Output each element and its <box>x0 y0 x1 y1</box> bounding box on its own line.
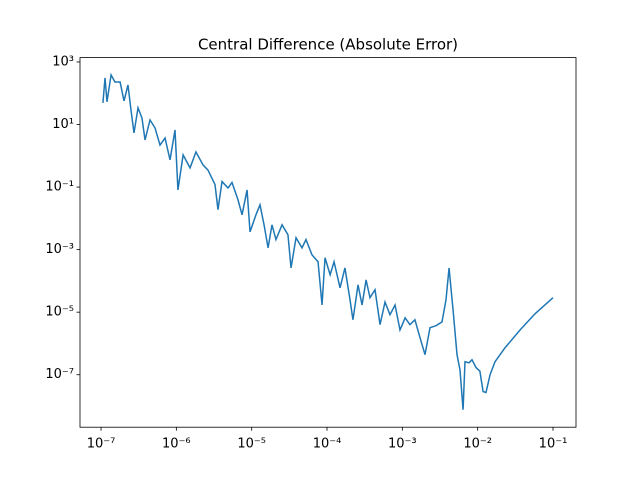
data-line <box>102 72 554 410</box>
y-tick-label: 10³ <box>52 54 74 69</box>
x-tick-label: 10⁻⁷ <box>87 437 116 452</box>
chart-title: Central Difference (Absolute Error) <box>198 36 458 54</box>
y-tick-label: 10⁻⁵ <box>45 305 74 320</box>
y-tick-label: 10¹ <box>52 117 74 132</box>
x-tick-label: 10⁻⁶ <box>162 437 191 452</box>
x-tick-label: 10⁻¹ <box>539 437 568 452</box>
x-tick-label: 10⁻² <box>463 437 492 452</box>
plot-frame <box>79 57 577 428</box>
y-tick-label: 10⁻³ <box>45 242 74 257</box>
y-tick-label: 10⁻¹ <box>45 180 74 195</box>
x-tick-label: 10⁻⁴ <box>313 437 342 452</box>
x-tick-label: 10⁻⁵ <box>237 437 266 452</box>
x-tick-label: 10⁻³ <box>388 437 417 452</box>
y-tick-label: 10⁻⁷ <box>45 367 74 382</box>
